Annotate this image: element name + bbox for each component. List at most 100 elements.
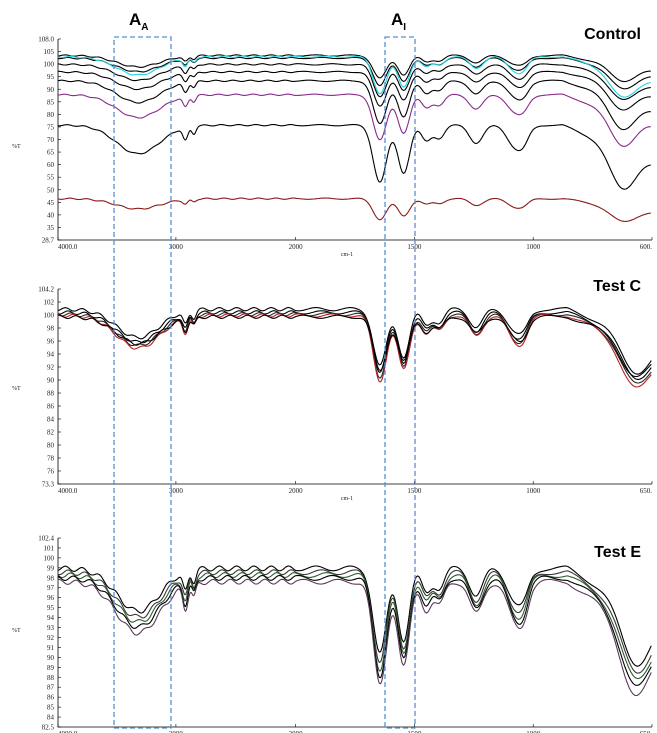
y-axis-label-test-c: %T [12, 386, 21, 392]
y-tick-label: 104.2 [38, 286, 54, 294]
region-sub-ai: I [403, 22, 406, 33]
y-tick-label: 40 [47, 211, 55, 219]
spectrum-line [57, 307, 652, 375]
x-tick-label: 3000 [169, 487, 184, 495]
x-tick-label: 4000.0 [58, 730, 78, 733]
spectrum-line [57, 574, 652, 686]
y-tick-label: 100 [44, 554, 55, 562]
x-tick-label: 2000 [289, 243, 304, 251]
spectrum-line [57, 197, 651, 222]
y-tick-label: 90 [47, 654, 55, 662]
region-box-aa [113, 36, 172, 729]
panel-title-control: Control [584, 26, 641, 43]
spectrum-line [57, 578, 652, 697]
y-tick-label: 96 [47, 594, 55, 602]
y-tick-label: 86 [47, 694, 55, 702]
x-tick-label: 1500 [407, 243, 422, 251]
panel-test-c: Test C 104.2 102 100 98 96 94 92 90 88 86 84 82 80 78… [12, 278, 653, 502]
region-letter-aa: A [129, 10, 141, 29]
y-tick-label: 82.5 [42, 724, 55, 732]
region-letter-ai: A [391, 10, 403, 29]
spectrum-line [57, 314, 652, 378]
x-ticks-test-c: 4000.0 3000 2000 1500 1000 650. [57, 481, 653, 495]
panel-title-test-e: Test E [594, 544, 641, 561]
y-tick-label: 76 [47, 468, 55, 476]
series-group-control [57, 54, 651, 222]
y-tick-label: 100 [44, 61, 55, 69]
y-tick-label: 90 [47, 86, 55, 94]
spectrum-line [57, 70, 651, 111]
spectrum-line [57, 572, 652, 680]
series-group-test-c [57, 307, 652, 388]
axis-frame-control [57, 39, 652, 241]
x-tick-label: 3000 [169, 730, 184, 733]
x-tick-label: 650. [640, 487, 653, 495]
y-tick-label: 98 [47, 325, 55, 333]
panel-control: Control 108.0 105 100 95 90 85 80 75 70 65 60 55 50 4… [12, 26, 653, 258]
x-tick-label: 3000 [169, 243, 184, 251]
x-axis-label-control: cm-1 [341, 252, 353, 258]
y-tick-label: 78 [47, 455, 55, 463]
x-tick-label: 1500 [407, 730, 422, 733]
y-tick-label: 45 [47, 199, 55, 207]
y-tick-label: 73.3 [42, 481, 55, 489]
y-axis-label-control: %T [12, 144, 21, 150]
y-tick-label: 35 [47, 224, 55, 232]
y-tick-label: 97 [47, 584, 55, 592]
y-tick-label: 86 [47, 403, 55, 411]
y-tick-label: 89 [47, 664, 55, 672]
y-tick-label: 101 [44, 544, 55, 552]
region-sub-aa: A [141, 22, 148, 33]
y-tick-label: 98 [47, 574, 55, 582]
y-tick-label: 94 [47, 351, 55, 359]
y-tick-label: 70 [47, 136, 55, 144]
region-ai: AI [384, 10, 416, 729]
y-tick-label: 85 [47, 98, 55, 106]
spectrum-line [58, 56, 651, 90]
y-tick-label: 90 [47, 377, 55, 385]
y-tick-label: 80 [47, 442, 55, 450]
x-axis-label-test-c: cm-1 [341, 496, 353, 502]
y-tick-label: 102 [44, 299, 55, 307]
x-tick-label: 600. [640, 243, 653, 251]
y-ticks-test-c: 104.2 102 100 98 96 94 92 90 88 86 84 82 80 78 76 73.3 [38, 286, 61, 489]
y-ticks-control: 108.0 105 100 95 90 85 80 75 70 65 60 55 50 45 40 35 28.… [38, 36, 61, 245]
region-label-aa: AA [129, 10, 149, 33]
y-tick-label: 84 [47, 714, 55, 722]
spectrum-line [57, 54, 651, 83]
y-tick-label: 82 [47, 429, 55, 437]
spectrum-line [58, 123, 651, 190]
y-tick-label: 108.0 [38, 36, 54, 44]
y-tick-label: 105 [44, 48, 55, 56]
region-aa: AA [113, 10, 172, 729]
y-tick-label: 75 [47, 123, 55, 131]
y-tick-label: 100 [44, 312, 55, 320]
spectrum-line [57, 310, 652, 380]
spectrum-line [57, 55, 651, 98]
y-tick-label: 88 [47, 390, 55, 398]
y-tick-label: 50 [47, 186, 55, 194]
y-tick-label: 84 [47, 416, 55, 424]
x-tick-label: 1000 [526, 243, 541, 251]
y-tick-label: 92 [47, 634, 55, 642]
y-tick-label: 95 [47, 73, 55, 81]
region-label-ai: AI [391, 10, 406, 33]
x-tick-label: 4000.0 [58, 243, 78, 251]
spectrum-line [57, 79, 651, 131]
x-tick-label: 4000.0 [58, 487, 78, 495]
y-tick-label: 102.4 [38, 535, 54, 543]
y-tick-label: 96 [47, 338, 55, 346]
spectrum-line [57, 565, 652, 667]
y-tick-label: 92 [47, 364, 55, 372]
region-box-ai [384, 36, 416, 729]
series-group-test-e [57, 565, 652, 697]
y-tick-label: 88 [47, 674, 55, 682]
y-tick-label: 55 [47, 174, 55, 182]
spectrum-line [57, 312, 652, 384]
x-tick-label: 650. [640, 730, 653, 733]
y-tick-label: 80 [47, 111, 55, 119]
y-tick-label: 65 [47, 149, 55, 157]
